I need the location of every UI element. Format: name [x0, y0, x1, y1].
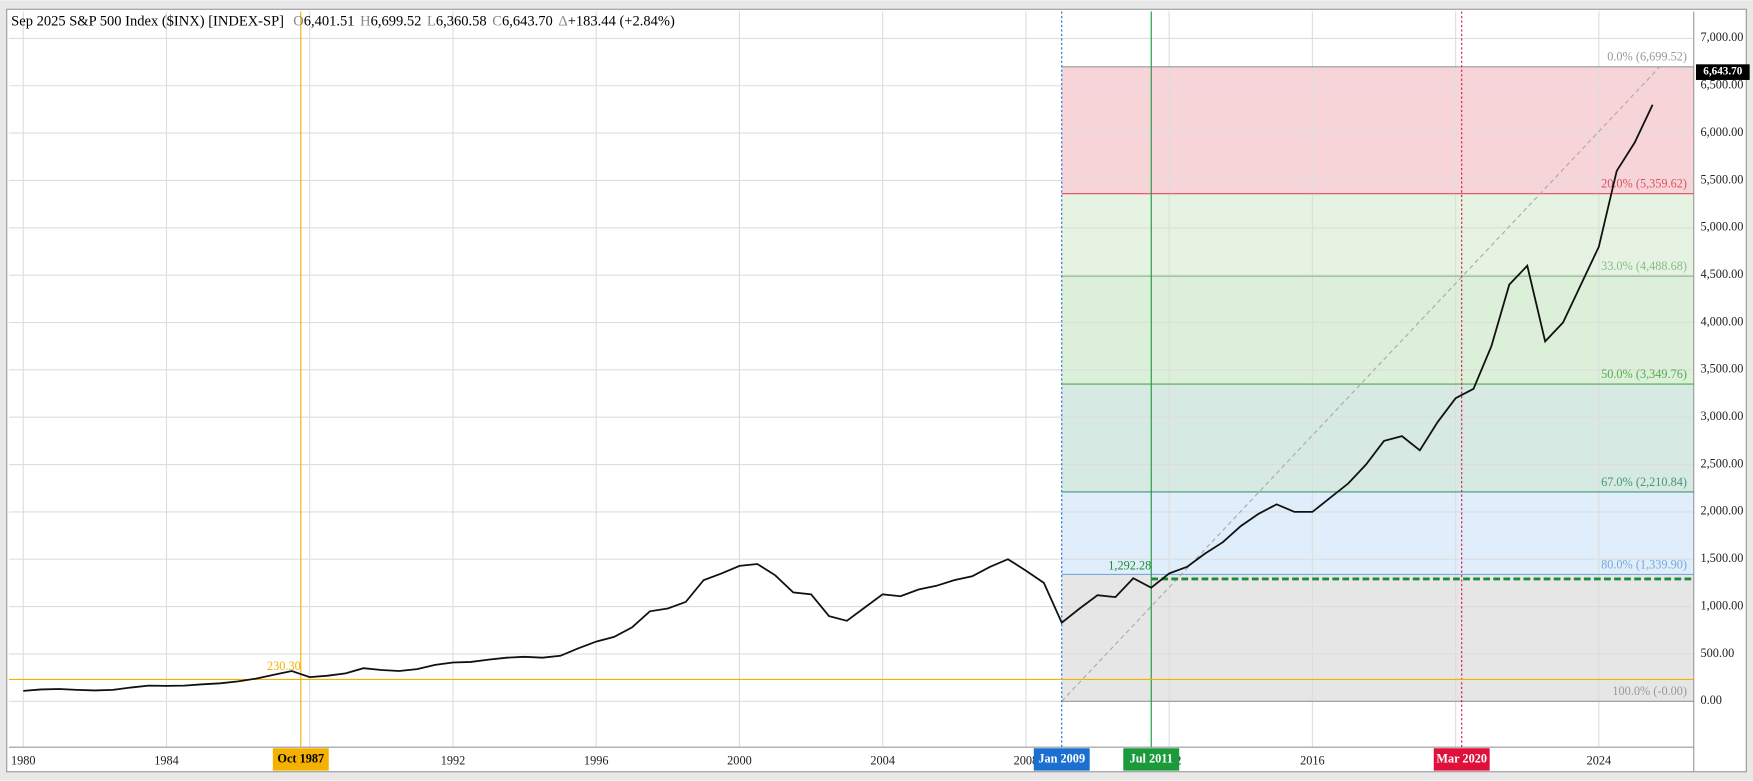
- fib-label: 33.0% (4,488.68): [1601, 259, 1687, 273]
- fib-zone: [1061, 193, 1694, 277]
- ohlc-value: 6,401.51: [304, 14, 355, 30]
- marker-tag: [1123, 748, 1180, 771]
- ohlc-value: 6,699.52: [371, 14, 422, 30]
- last-price-label: 6,643.70: [1703, 66, 1742, 78]
- ohlc-key: C: [492, 14, 502, 30]
- y-tick-label: 6,000.00: [1700, 125, 1743, 139]
- y-tick-label: 2,500.00: [1700, 456, 1743, 470]
- ohlc-value: 6,360.58: [436, 14, 487, 30]
- y-tick-label: 6,500.00: [1700, 78, 1743, 92]
- ohlc-key: H: [360, 14, 371, 30]
- fib-label: 67.0% (2,210.84): [1601, 475, 1687, 489]
- y-tick-label: 1,500.00: [1700, 551, 1743, 565]
- x-tick-label: 1996: [584, 753, 609, 767]
- layers: 0.00 500.00 1,000.00 1,500.00 2,000.00 2,500.…: [8, 11, 1750, 772]
- fib-label: 100.0% (-0.00): [1612, 684, 1687, 698]
- fib-zone: [1061, 574, 1694, 702]
- y-tick-label: 4,500.00: [1700, 267, 1743, 281]
- ohlc-key: Δ: [558, 14, 567, 30]
- marker-label: Jul 2011: [1130, 751, 1173, 765]
- y-tick-label: 500.00: [1700, 646, 1734, 660]
- x-tick-label: 2000: [727, 753, 752, 767]
- chart-title: Sep 2025 S&P 500 Index ($INX) [INDEX-SP]…: [11, 14, 675, 30]
- y-tick-label: 4,000.00: [1700, 314, 1743, 328]
- marker-label: Oct 1987: [277, 751, 324, 765]
- marker-tag: [1033, 748, 1090, 771]
- title: Sep 2025 S&P 500 Index ($INX) [INDEX-SP]: [11, 14, 284, 30]
- y-tick-label: 3,000.00: [1700, 409, 1743, 423]
- price-line: [23, 104, 1654, 692]
- marker-label: Jan 2009: [1038, 751, 1085, 765]
- fib-zone: [1061, 491, 1694, 575]
- fib-label: 0.0% (6,699.52): [1607, 50, 1687, 64]
- fib-zone: [1061, 276, 1694, 385]
- fib-diagonal: [1061, 66, 1661, 702]
- x-tick-label: 2004: [870, 753, 895, 767]
- ohlc-key: O: [293, 14, 303, 30]
- fib-zone: [1061, 66, 1694, 194]
- y-tick-label: 2,000.00: [1700, 504, 1743, 518]
- ohlc-value: 6,643.70: [502, 14, 553, 30]
- y-tick-label: 3,500.00: [1700, 362, 1743, 376]
- x-tick-label: 2024: [1587, 753, 1612, 767]
- fib-label: 20.0% (5,359.62): [1601, 177, 1687, 191]
- ohlc-value: +183.44 (+2.84%): [568, 14, 675, 30]
- marker-tag: [272, 748, 329, 771]
- level-label: 230.30: [267, 659, 301, 673]
- level-label: 1,292.28: [1108, 558, 1151, 572]
- last-price-tag: [1695, 64, 1750, 80]
- fib-label: 50.0% (3,349.76): [1601, 367, 1687, 381]
- fib-label: 80.0% (1,339.90): [1601, 557, 1687, 571]
- x-tick-label: 1992: [441, 753, 466, 767]
- y-tick-label: 1,000.00: [1700, 598, 1743, 612]
- y-tick-label: 7,000.00: [1700, 30, 1743, 44]
- marker-label: Mar 2020: [1436, 751, 1487, 765]
- x-tick-label: 2016: [1300, 753, 1325, 767]
- marker-tag: [1433, 748, 1490, 771]
- y-tick-label: 0.00: [1700, 693, 1722, 707]
- y-tick-label: 5,000.00: [1700, 220, 1743, 234]
- x-tick-label: 1980: [11, 753, 36, 767]
- x-tick-label: 2008: [1014, 753, 1039, 767]
- ohlc-key: L: [427, 14, 436, 30]
- x-tick-label: 1984: [154, 753, 179, 767]
- y-tick-label: 5,500.00: [1700, 172, 1743, 186]
- fib-zone: [1061, 384, 1694, 492]
